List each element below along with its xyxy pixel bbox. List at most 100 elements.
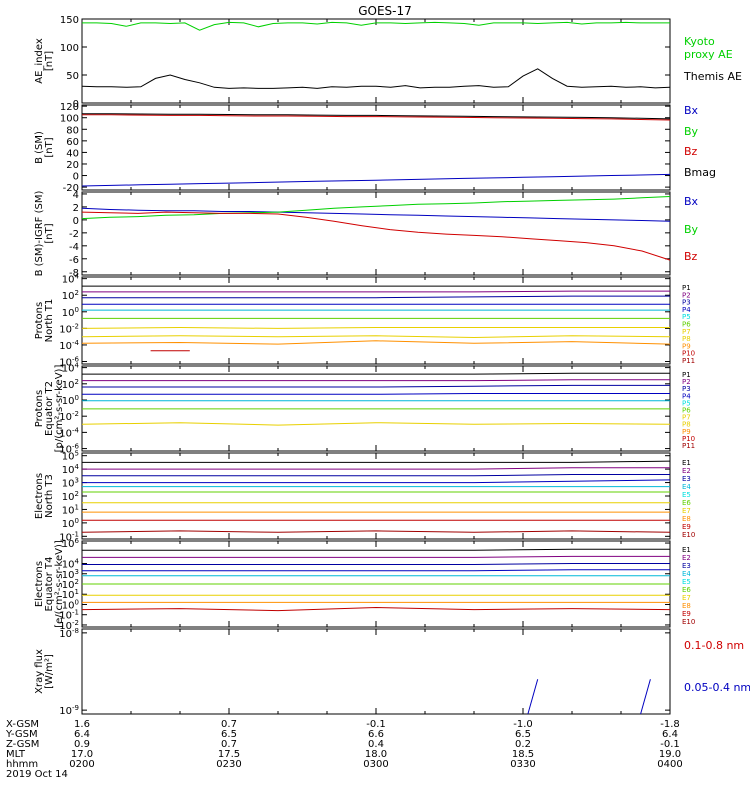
x-axis-tick-value: 6.6: [368, 729, 384, 740]
legend-label: P8: [682, 421, 691, 429]
panel-xray: 10-8 10-9 Xray flux [W/m²] 0.1-0.8 nm 0.05-0.…: [34, 627, 750, 717]
y-axis-label: Electrons: [34, 473, 45, 519]
y-axis-label: [nT]: [44, 223, 55, 243]
x-axis-tick-value: 0200: [69, 759, 94, 770]
x-axis-tick-value: 1.6: [74, 719, 90, 730]
series-line-by: [81, 196, 671, 220]
legend-label: P4: [682, 306, 691, 314]
series-line-p7: [81, 326, 670, 329]
series-line-0-05-0-4-nm: [527, 679, 539, 715]
y-tick-label: 102: [62, 289, 79, 302]
x-axis-tick-value: 18.0: [365, 749, 387, 760]
y-tick-label: 100: [60, 114, 79, 125]
legend-label: 0.05-0.4 nm: [684, 681, 750, 694]
y-axis-label: Equator T2: [44, 381, 55, 436]
legend-label: E2: [682, 467, 691, 475]
y-axis-label: [p/(cm²-s-sr-keV)]: [54, 365, 65, 453]
x-axis-tick-value: 0230: [216, 759, 241, 770]
y-tick-label: 60: [66, 137, 79, 148]
series-line-p8: [81, 422, 671, 426]
legend-label: E5: [682, 578, 691, 586]
series-line-bx: [81, 173, 671, 187]
x-axis-tick-value: 6.4: [662, 729, 678, 740]
x-axis-row-label: MLT: [6, 749, 26, 760]
y-tick-label: 103: [62, 477, 79, 490]
panel-frame: [81, 191, 671, 276]
legend-label: P9: [682, 342, 691, 350]
y-axis-label: B (SM)-IGRF (SM): [34, 191, 45, 277]
y-axis-label: B (SM): [34, 131, 45, 164]
legend-label: P11: [682, 442, 695, 450]
legend-label: E10: [682, 531, 695, 539]
series-line-themis-ae: [81, 68, 671, 89]
legend-label: P2: [682, 378, 691, 386]
panel-frame: [81, 18, 671, 104]
series-line-e2: [82, 555, 670, 558]
legend-label: P10: [682, 350, 695, 358]
panel-frame: [81, 452, 671, 540]
x-axis-tick-value: 6.5: [221, 729, 237, 740]
y-tick-label: 105: [62, 450, 79, 463]
panel-frame: [81, 628, 671, 715]
legend-label: Kyoto: [684, 35, 715, 48]
legend-label: P6: [682, 407, 691, 415]
legend-label: Bz: [684, 250, 698, 263]
series-line-e4: [82, 569, 670, 572]
x-axis-tick-value: 0.2: [515, 739, 531, 750]
series-line-bz: [81, 211, 671, 261]
legend-label: P5: [682, 399, 691, 407]
legend-label: P8: [682, 335, 691, 343]
legend-label: E9: [682, 523, 691, 531]
y-axis-label: North T3: [44, 474, 55, 518]
x-axis-tick-value: -0.1: [366, 719, 386, 730]
y-axis-label: [W/m²]: [44, 654, 55, 689]
series-line-p3: [82, 384, 670, 388]
legend-label: P3: [682, 385, 691, 393]
series-line-e9: [81, 606, 671, 612]
series-line-p9: [81, 340, 671, 345]
legend-label: P2: [682, 291, 691, 299]
legend-label: E3: [682, 475, 691, 483]
x-axis-tick-value: 0400: [657, 759, 682, 770]
legend-label: Themis AE: [683, 70, 742, 83]
x-axis-tick-value: 0.4: [368, 739, 384, 750]
legend-label: P1: [682, 371, 691, 379]
y-tick-label: 80: [66, 125, 79, 136]
x-axis-tick-value: 0.7: [221, 739, 237, 750]
legend-label: E7: [682, 507, 691, 515]
series-line-kyoto-proxy-ae: [82, 21, 670, 31]
y-tick-label: 0: [73, 216, 79, 227]
x-axis-row-label: hhmm: [6, 759, 38, 770]
y-axis-label: [nT]: [44, 137, 55, 157]
series-line-e10: [81, 530, 671, 533]
y-tick-label: 20: [66, 160, 79, 171]
legend-label: E8: [682, 515, 691, 523]
legend-label: Bx: [684, 104, 699, 117]
legend-label: E9: [682, 610, 691, 618]
legend-label: By: [684, 223, 699, 236]
y-tick-label: 10-4: [59, 339, 79, 352]
y-tick-label: -4: [69, 242, 79, 253]
x-axis-tick-value: 17.5: [218, 749, 240, 760]
y-tick-label: 100: [62, 517, 79, 530]
legend-label: P1: [682, 284, 691, 292]
legend-label: E1: [682, 546, 691, 554]
y-tick-label: 10-8: [59, 627, 79, 640]
x-axis-tick-value: 6.5: [515, 729, 531, 740]
legend-label: P9: [682, 428, 691, 436]
x-axis-tick-value: 6.4: [74, 729, 90, 740]
y-axis-label: [e/(cm²-s-sr-keV)]: [54, 540, 65, 628]
series-line-p3: [82, 295, 670, 299]
y-tick-label: 101: [62, 503, 79, 516]
series-line-e3: [82, 474, 670, 477]
y-tick-label: 104: [62, 273, 80, 286]
x-axis-tick-value: -1.0: [513, 719, 533, 730]
series-line-e1: [82, 548, 670, 551]
x-axis-tick-value: 18.5: [512, 749, 534, 760]
x-axis-row-label: X-GSM: [6, 719, 39, 730]
y-tick-label: 104: [62, 463, 80, 476]
legend-label: E7: [682, 594, 691, 602]
y-tick-label: 100: [62, 306, 79, 319]
